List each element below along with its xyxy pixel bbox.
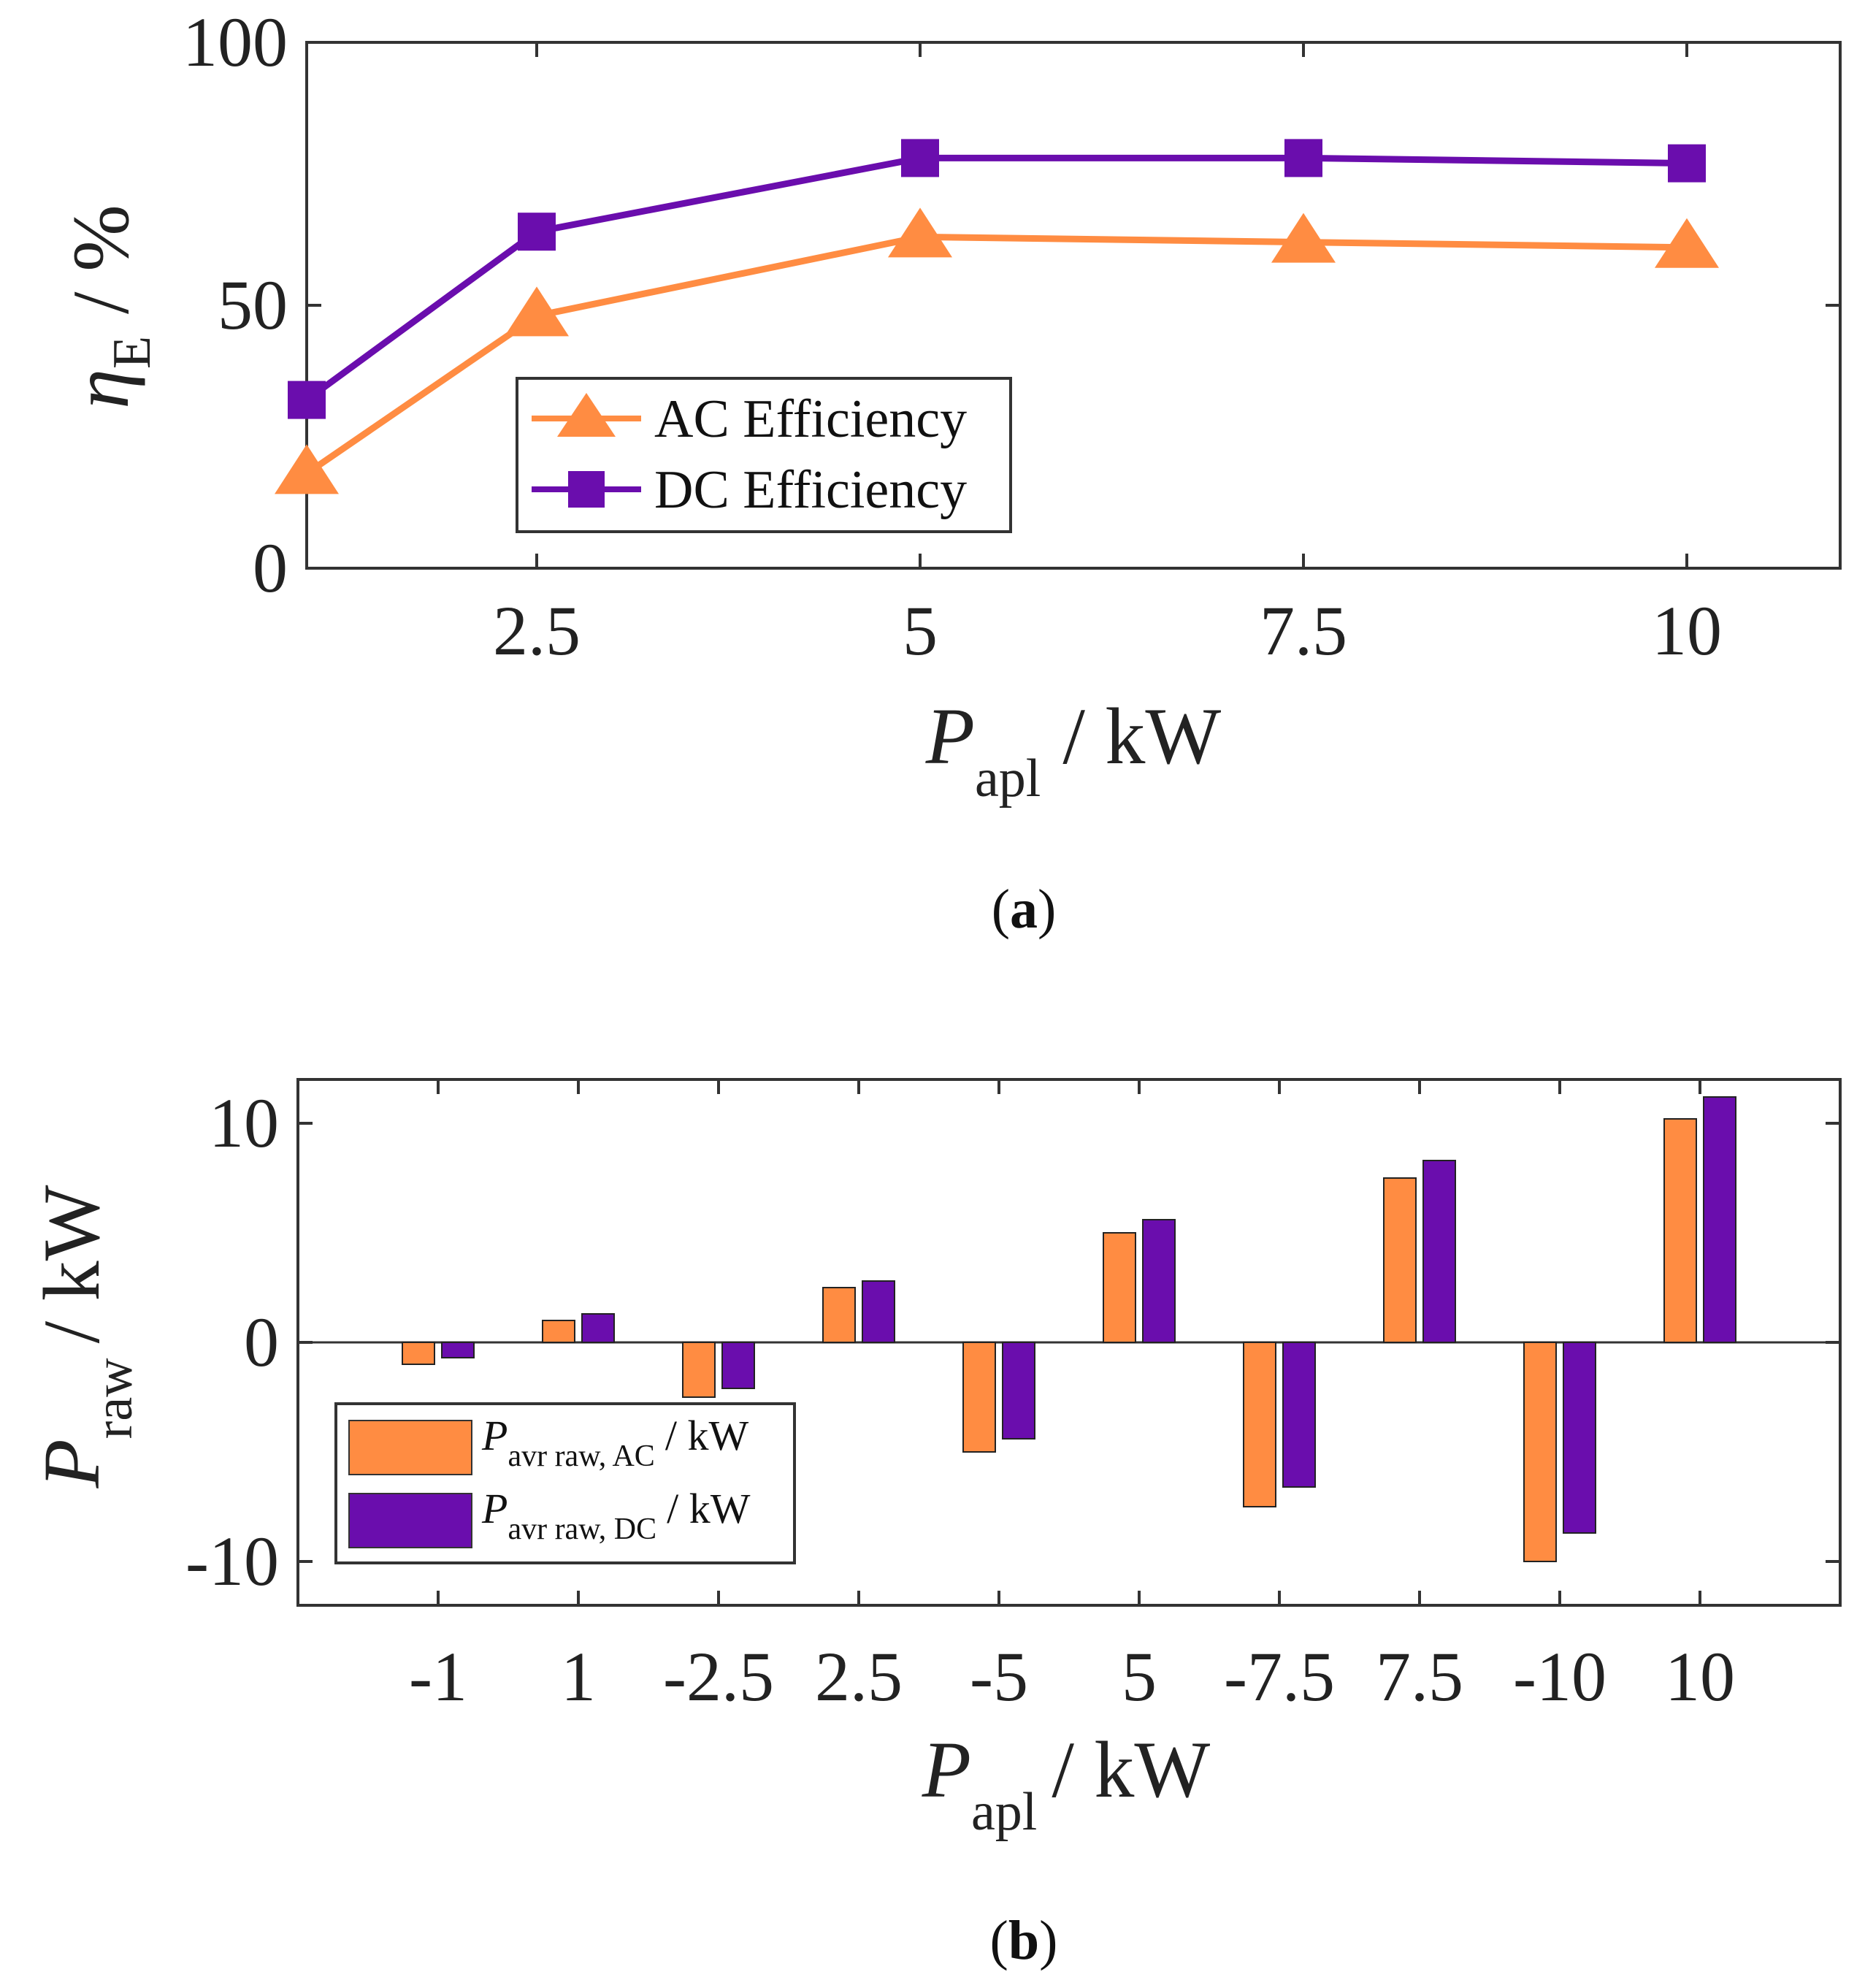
panel-b: -10 0 10 -1 1 -2.5 2.5 -5 5 -7.5 7.5 -10 10 Praw/ k… (27, 1078, 1842, 1971)
ac-efficiency-point (275, 444, 339, 494)
dc-efficiency-point (288, 381, 326, 419)
ac-raw-power-bar (1103, 1232, 1136, 1343)
a-legend-dc-label: DC Efficiency (654, 460, 967, 520)
dc-efficiency-point (901, 139, 939, 177)
ac-raw-power-bar (542, 1320, 575, 1343)
ac-raw-power-bar (1523, 1342, 1557, 1562)
ac-raw-power-bar (682, 1342, 716, 1398)
dc-raw-power-bar (1563, 1342, 1596, 1534)
ac-raw-power-bar (822, 1287, 856, 1343)
b-y-label: Praw/ kW (27, 1185, 144, 1488)
b-legend-ac-label: Pavr raw, AC / kW (481, 1412, 748, 1473)
ac-raw-power-bar (962, 1342, 996, 1453)
a-x-tick-label: 2.5 (493, 592, 581, 670)
b-x-tick-label: -7.5 (1224, 1637, 1335, 1716)
dc-raw-power-bar (581, 1313, 615, 1343)
a-x-tick-label: 7.5 (1260, 592, 1347, 670)
dc-raw-power-bar (862, 1280, 895, 1343)
b-x-tick-label: 5 (1122, 1637, 1157, 1716)
ac-efficiency-point (888, 207, 952, 258)
b-x-tick-label: -2.5 (663, 1637, 774, 1716)
dc-raw-power-bar (1002, 1342, 1035, 1440)
b-x-tick-label: -5 (970, 1637, 1028, 1716)
b-x-tick-label: 1 (561, 1637, 596, 1716)
a-x-label: Papl / kW (925, 692, 1222, 808)
ac-raw-power-bar (402, 1342, 435, 1365)
b-x-label: Papl / kW (922, 1725, 1211, 1842)
a-x-tick-label: 10 (1652, 592, 1722, 670)
ac-efficiency-point (1655, 218, 1719, 268)
b-legend-ac-swatch (348, 1420, 472, 1475)
ac-raw-power-bar (1383, 1177, 1417, 1343)
b-panel-label: (b) (990, 1910, 1058, 1971)
a-y-tick-label: 100 (183, 3, 288, 81)
a-y-ticks: 0 50 100 (183, 3, 1840, 607)
a-legend-dc-marker (568, 471, 605, 508)
a-x-tick-label: 5 (903, 592, 938, 670)
b-legend-dc-label: Pavr raw, DC / kW (481, 1485, 751, 1546)
a-panel-label: (a) (992, 879, 1057, 940)
a-legend-ac-label: AC Efficiency (654, 389, 967, 449)
b-bars (402, 1096, 1736, 1562)
b-legend-dc-swatch (348, 1493, 472, 1548)
dc-raw-power-bar (1422, 1160, 1456, 1343)
dc-raw-power-bar (1142, 1219, 1176, 1343)
ac-raw-power-bar (1663, 1118, 1697, 1343)
a-series (275, 139, 1719, 494)
b-x-tick-label: 7.5 (1376, 1637, 1463, 1716)
dc-raw-power-bar (1282, 1342, 1316, 1488)
ac-raw-power-bar (1243, 1342, 1276, 1507)
dc-efficiency-point (518, 213, 556, 251)
b-y-tick-label: -10 (185, 1522, 279, 1600)
dc-raw-power-bar (441, 1342, 475, 1358)
dc-efficiency-line (305, 154, 1688, 403)
b-y-tick-label: 0 (244, 1303, 279, 1381)
b-x-tick-label: 2.5 (815, 1637, 903, 1716)
b-x-tick-label: -1 (409, 1637, 467, 1716)
b-x-ticks: -1 1 -2.5 2.5 -5 5 -7.5 7.5 -10 10 (409, 1079, 1735, 1716)
b-y-tick-label: 10 (209, 1084, 279, 1162)
a-y-tick-label: 0 (253, 529, 288, 607)
ac-efficiency-point (505, 286, 569, 337)
panel-a: 0 50 100 2.5 5 7.5 10 ηE/ % Papl / kW AC Effic… (56, 3, 1842, 940)
b-x-tick-label: -10 (1513, 1637, 1606, 1716)
b-legend: Pavr raw, AC / kW Pavr raw, DC / kW (334, 1402, 796, 1564)
dc-efficiency-point (1668, 144, 1706, 183)
a-y-tick-label: 50 (218, 266, 288, 344)
ac-efficiency-point (1271, 213, 1336, 263)
dc-raw-power-bar (721, 1342, 755, 1389)
b-y-ticks: -10 0 10 (185, 1084, 1840, 1600)
a-legend: AC Efficiency DC Efficiency (516, 377, 1012, 533)
a-legend-ac-marker (557, 393, 616, 437)
a-x-ticks: 2.5 5 7.5 10 (493, 42, 1722, 670)
a-y-label: ηE/ % (56, 204, 162, 408)
dc-efficiency-point (1284, 139, 1322, 177)
dc-raw-power-bar (1703, 1096, 1736, 1343)
b-x-tick-label: 10 (1665, 1637, 1735, 1716)
